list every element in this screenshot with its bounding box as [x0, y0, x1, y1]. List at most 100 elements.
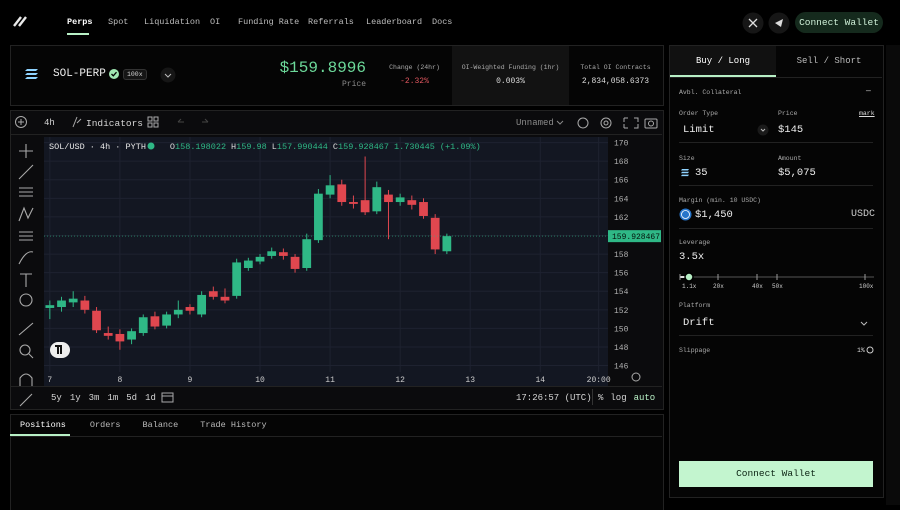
candle-body [349, 202, 358, 204]
range-button[interactable]: 5d [126, 393, 138, 403]
x-tick-label: 13 [465, 376, 475, 385]
add-symbol-icon[interactable] [14, 115, 28, 129]
nav-link[interactable]: Liquidation [144, 17, 201, 27]
nav-link[interactable]: OI [210, 17, 221, 27]
order-type-dropdown[interactable] [757, 124, 769, 136]
usdc-icon [679, 208, 692, 221]
stat-label: Change (24hr) [389, 64, 440, 71]
scale-option[interactable]: log [610, 393, 627, 403]
drawing-tools[interactable] [16, 140, 38, 410]
leverage-slider[interactable] [678, 270, 876, 284]
tab[interactable]: Trade History [200, 420, 267, 430]
market-dropdown[interactable] [160, 67, 176, 83]
indicators-button[interactable]: Indicators [86, 118, 144, 129]
collateral-value: — [866, 87, 871, 96]
range-button[interactable]: 1y [69, 393, 81, 403]
range-button[interactable]: 1d [145, 393, 156, 403]
range-button[interactable]: 5y [51, 393, 62, 403]
candle-body [173, 309, 183, 315]
legend-key: C [333, 142, 338, 152]
order-type[interactable]: Limit [683, 124, 715, 136]
divider [679, 142, 873, 143]
scale-option[interactable]: auto [633, 393, 656, 403]
divider [679, 228, 873, 229]
slippage-value[interactable]: 1% [857, 347, 865, 354]
candle-body [243, 260, 253, 269]
amount-input[interactable]: $5,075 [778, 167, 816, 179]
stat-value: -2.32% [400, 77, 429, 86]
nav-link[interactable]: Leaderboard [366, 17, 423, 27]
platform-select[interactable]: Drift [683, 317, 715, 329]
sell-tab[interactable]: Sell / Short [796, 56, 862, 66]
price-chart[interactable]: 1461481501521541561581601621641661681707… [44, 137, 662, 386]
slippage-icon[interactable] [866, 346, 874, 354]
connect-wallet-button[interactable]: Connect Wallet [795, 12, 883, 33]
candle-body [430, 217, 440, 250]
price-input[interactable]: $145 [778, 124, 804, 136]
divider [11, 134, 662, 135]
field-label: Order Type [679, 110, 719, 117]
divider [679, 185, 873, 186]
undo-redo[interactable] [175, 116, 211, 128]
layout-icon[interactable] [147, 116, 159, 128]
market-symbol[interactable]: SOL-PERP [53, 68, 106, 80]
toolbar-icons[interactable] [554, 117, 664, 129]
candle-body [419, 202, 428, 216]
candle-body [302, 239, 312, 269]
leverage-mark: 20x [713, 283, 724, 290]
logo[interactable] [12, 14, 28, 28]
x-tick-label: 11 [325, 376, 335, 385]
tab[interactable]: Balance [142, 420, 179, 430]
sol-icon [25, 69, 38, 79]
x-button[interactable] [742, 12, 764, 34]
leverage-value: 3.5x [679, 251, 705, 263]
margin-input[interactable]: $1,450 [695, 209, 733, 221]
price-axis-background [608, 137, 662, 386]
stat: Change (24hr) -2.32% [377, 45, 452, 105]
tab[interactable]: Orders [89, 420, 121, 430]
date-range-icon[interactable] [161, 391, 175, 403]
nav-link[interactable]: Docs [432, 17, 453, 27]
candle-body [395, 197, 405, 203]
mark-link[interactable]: mark [859, 110, 875, 117]
legend-value: 159.98 [236, 142, 267, 152]
range-button[interactable]: 1m [107, 393, 119, 403]
interval[interactable]: 4h [44, 118, 55, 128]
x-tick-label: 10 [255, 376, 265, 385]
candle-body [337, 184, 347, 203]
range-buttons: 5y 1y 3m 1m 5d 1d [51, 393, 164, 403]
stat-value: 2,834,058.6373 [581, 77, 650, 86]
order-panel [669, 45, 884, 498]
tab[interactable]: Positions [20, 420, 66, 430]
nav-link[interactable]: Spot [108, 17, 129, 27]
last-price-label: 159.928467 [612, 233, 660, 242]
y-tick-label: 150 [614, 325, 629, 334]
layout-name[interactable]: Unnamed [516, 118, 554, 128]
candle-body [290, 256, 300, 269]
stat-label: Total OI Contracts [580, 64, 651, 71]
platform-dropdown[interactable] [859, 318, 869, 328]
legend-key: H [231, 142, 236, 152]
leverage-badge: 100x [123, 69, 147, 80]
y-tick-label: 156 [614, 270, 629, 279]
size-input[interactable]: 35 [695, 167, 708, 179]
legend-change: 1.730445 (+1.09%) [394, 142, 481, 152]
margin-unit: USDC [851, 209, 876, 220]
connect-wallet-button[interactable]: Connect Wallet [679, 461, 873, 487]
scale-option[interactable]: % [598, 393, 604, 403]
stat-label: OI-Weighted Funding (1hr) [461, 64, 560, 71]
buy-tab[interactable]: Buy / Long [670, 46, 776, 77]
x-tick-label: 20:00 [587, 376, 611, 385]
range-button[interactable]: 3m [88, 393, 100, 403]
x-tick-label: 9 [188, 376, 193, 385]
scale-options: % log auto [598, 393, 662, 403]
tab-active-underline [10, 434, 70, 436]
telegram-button[interactable] [768, 12, 790, 34]
candle-body [185, 307, 195, 311]
nav-link[interactable]: Funding Rate [238, 17, 300, 27]
nav-link[interactable]: Referrals [308, 17, 354, 27]
nav-link[interactable]: Perps [67, 17, 93, 27]
leverage-mark: 40x [752, 283, 763, 290]
tv-logo-mark [55, 345, 62, 354]
